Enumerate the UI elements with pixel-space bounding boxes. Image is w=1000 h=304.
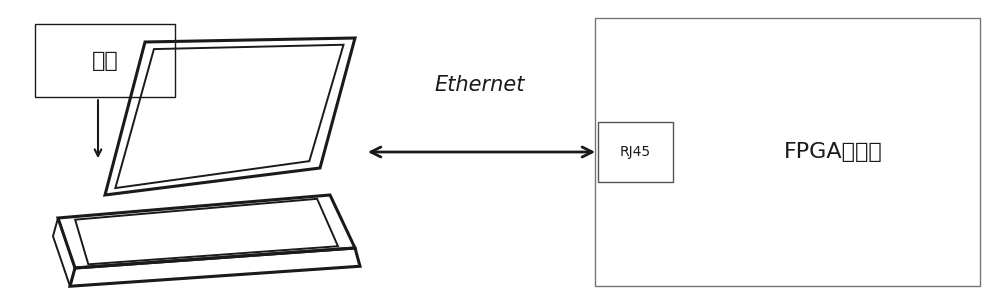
- Text: 密文: 密文: [92, 51, 118, 71]
- Text: Ethernet: Ethernet: [435, 75, 525, 95]
- Bar: [595, 18, 980, 286]
- Text: RJ45: RJ45: [620, 145, 651, 159]
- Text: FPGA解密机: FPGA解密机: [784, 142, 883, 162]
- Bar: [35, 24, 175, 97]
- Bar: [598, 122, 673, 182]
